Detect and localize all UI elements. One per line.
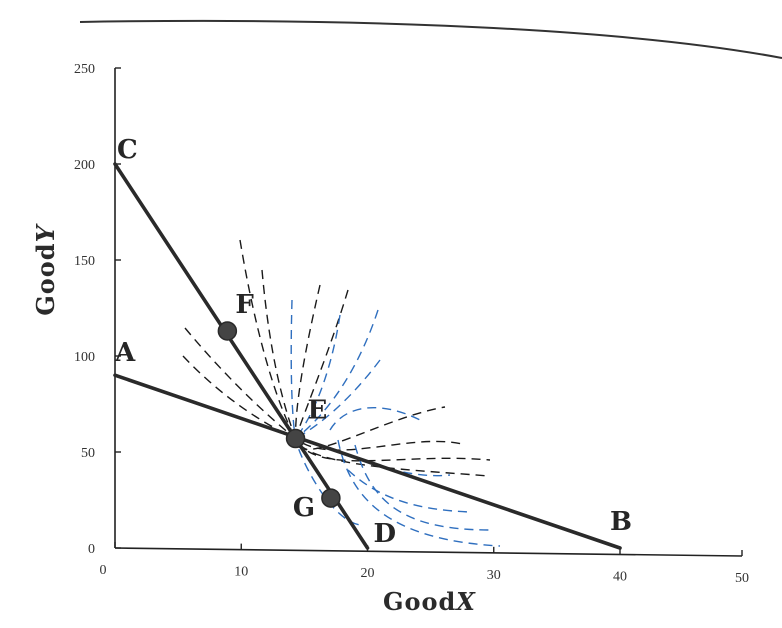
blue-dashed-curve — [329, 407, 421, 431]
x-axis — [114, 547, 743, 557]
y-tick-label: 50 — [81, 446, 95, 461]
point-label-d: D — [374, 519, 397, 549]
y-axis-label: GoodY — [31, 222, 60, 315]
y-ticks: 0 50 100 150 200 250 — [74, 62, 121, 557]
x-tick-label: 0 — [100, 563, 107, 578]
x-tick-label: 30 — [487, 568, 501, 583]
blue-dashed-curve — [295, 309, 379, 440]
point-labels: A B C D E F G — [114, 135, 632, 549]
black-dashed-curve — [239, 239, 491, 462]
x-tick-label: 50 — [735, 571, 749, 586]
blue-dashed-curve — [347, 469, 471, 513]
point-marker-f — [217, 321, 238, 341]
y-tick-label: 100 — [74, 350, 95, 365]
blue-dashed-curve — [359, 459, 451, 477]
point-label-a: A — [114, 338, 136, 368]
point-label-g: G — [293, 493, 315, 523]
point-markers — [217, 321, 341, 508]
y-tick-label: 200 — [74, 158, 95, 173]
point-label-f: F — [235, 290, 254, 320]
y-tick-label: 250 — [74, 62, 95, 77]
y-tick-label: 150 — [74, 254, 95, 269]
blue-dashed-curve — [337, 439, 501, 547]
x-tick-label: 20 — [361, 566, 375, 581]
x-tick-label: 40 — [613, 569, 627, 584]
black-dashed-curve — [184, 327, 463, 451]
black-dashed-curve — [182, 355, 296, 440]
point-label-e: E — [308, 396, 328, 426]
budget-line-AB — [113, 373, 622, 550]
x-axis-label: GoodX — [383, 587, 476, 616]
black-dashed-curves — [182, 239, 491, 477]
point-marker-e — [285, 428, 306, 449]
budget-line-CD — [113, 162, 370, 550]
point-label-c: C — [117, 135, 138, 165]
y-tick-label: 0 — [88, 542, 95, 557]
point-label-b: B — [610, 507, 632, 537]
page-edge-curve — [79, 19, 782, 59]
budget-lines — [113, 162, 622, 550]
x-ticks: 0 10 20 30 40 50 — [100, 542, 749, 586]
black-dashed-curve — [294, 289, 349, 439]
x-tick-label: 10 — [234, 565, 248, 580]
blue-dashed-curve — [354, 444, 491, 531]
point-marker-g — [321, 488, 341, 508]
